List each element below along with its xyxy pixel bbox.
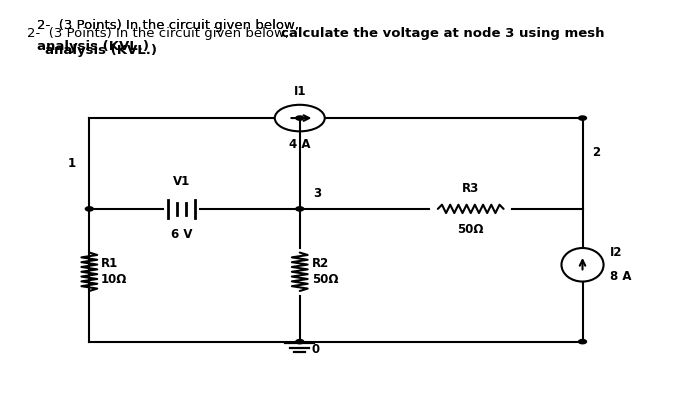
- Circle shape: [579, 339, 586, 344]
- Text: I2: I2: [610, 246, 623, 259]
- Text: analysis (KVL.): analysis (KVL.): [37, 40, 149, 53]
- Text: analysis (KVL.): analysis (KVL.): [45, 44, 157, 57]
- Text: 2-  (3 Points) In the circuit given below,: 2- (3 Points) In the circuit given below…: [27, 27, 294, 40]
- Text: R3: R3: [462, 182, 480, 195]
- Text: 2-  (3 Points) In the circuit given below,: 2- (3 Points) In the circuit given below…: [37, 19, 303, 32]
- Text: 2: 2: [592, 146, 600, 159]
- Text: R1: R1: [101, 257, 119, 270]
- Circle shape: [296, 339, 303, 344]
- Text: R2: R2: [312, 257, 329, 270]
- Text: 3: 3: [313, 187, 321, 200]
- Text: 10Ω: 10Ω: [101, 273, 127, 286]
- Text: 1: 1: [68, 157, 76, 170]
- Text: 4 A: 4 A: [289, 138, 310, 150]
- Text: 50Ω: 50Ω: [458, 223, 484, 236]
- Circle shape: [579, 116, 586, 120]
- Text: calculate the voltage at node 3 using mesh: calculate the voltage at node 3 using me…: [281, 27, 604, 40]
- Text: I1: I1: [293, 85, 306, 99]
- Circle shape: [296, 116, 303, 120]
- Text: 50Ω: 50Ω: [312, 273, 338, 286]
- Circle shape: [86, 207, 93, 211]
- Circle shape: [296, 207, 303, 211]
- Text: 8 A: 8 A: [610, 270, 632, 283]
- Text: 0: 0: [312, 344, 320, 356]
- Text: V1: V1: [173, 175, 190, 188]
- Text: 2-  (3 Points) In the circuit given below,: 2- (3 Points) In the circuit given below…: [37, 19, 303, 32]
- Text: 6 V: 6 V: [171, 228, 192, 241]
